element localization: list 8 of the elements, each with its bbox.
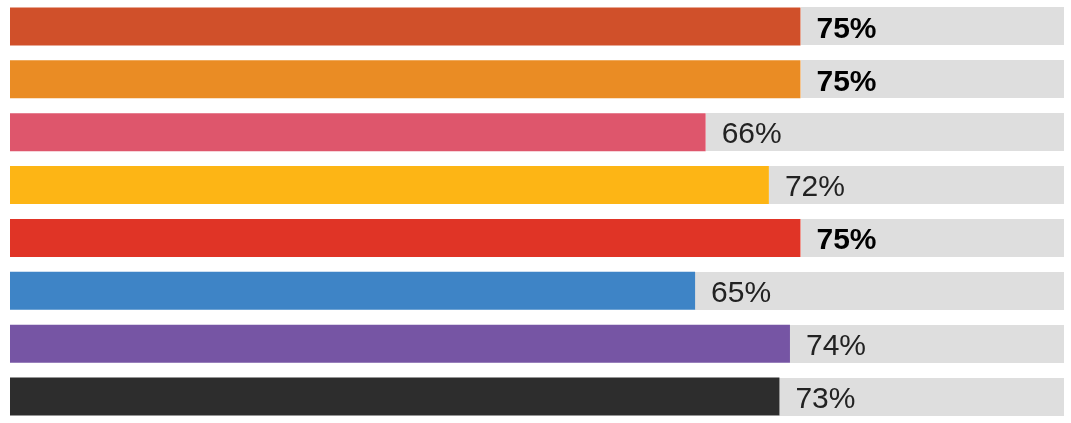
data-label: 75% <box>816 10 877 44</box>
data-label: 66% <box>721 116 782 150</box>
data-label: 65% <box>711 275 772 309</box>
data-label: 75% <box>816 63 877 97</box>
data-label: 72% <box>784 169 845 203</box>
data-label: 74% <box>805 327 867 361</box>
data-label: 75% <box>816 222 877 256</box>
data-label: 73% <box>795 380 856 414</box>
